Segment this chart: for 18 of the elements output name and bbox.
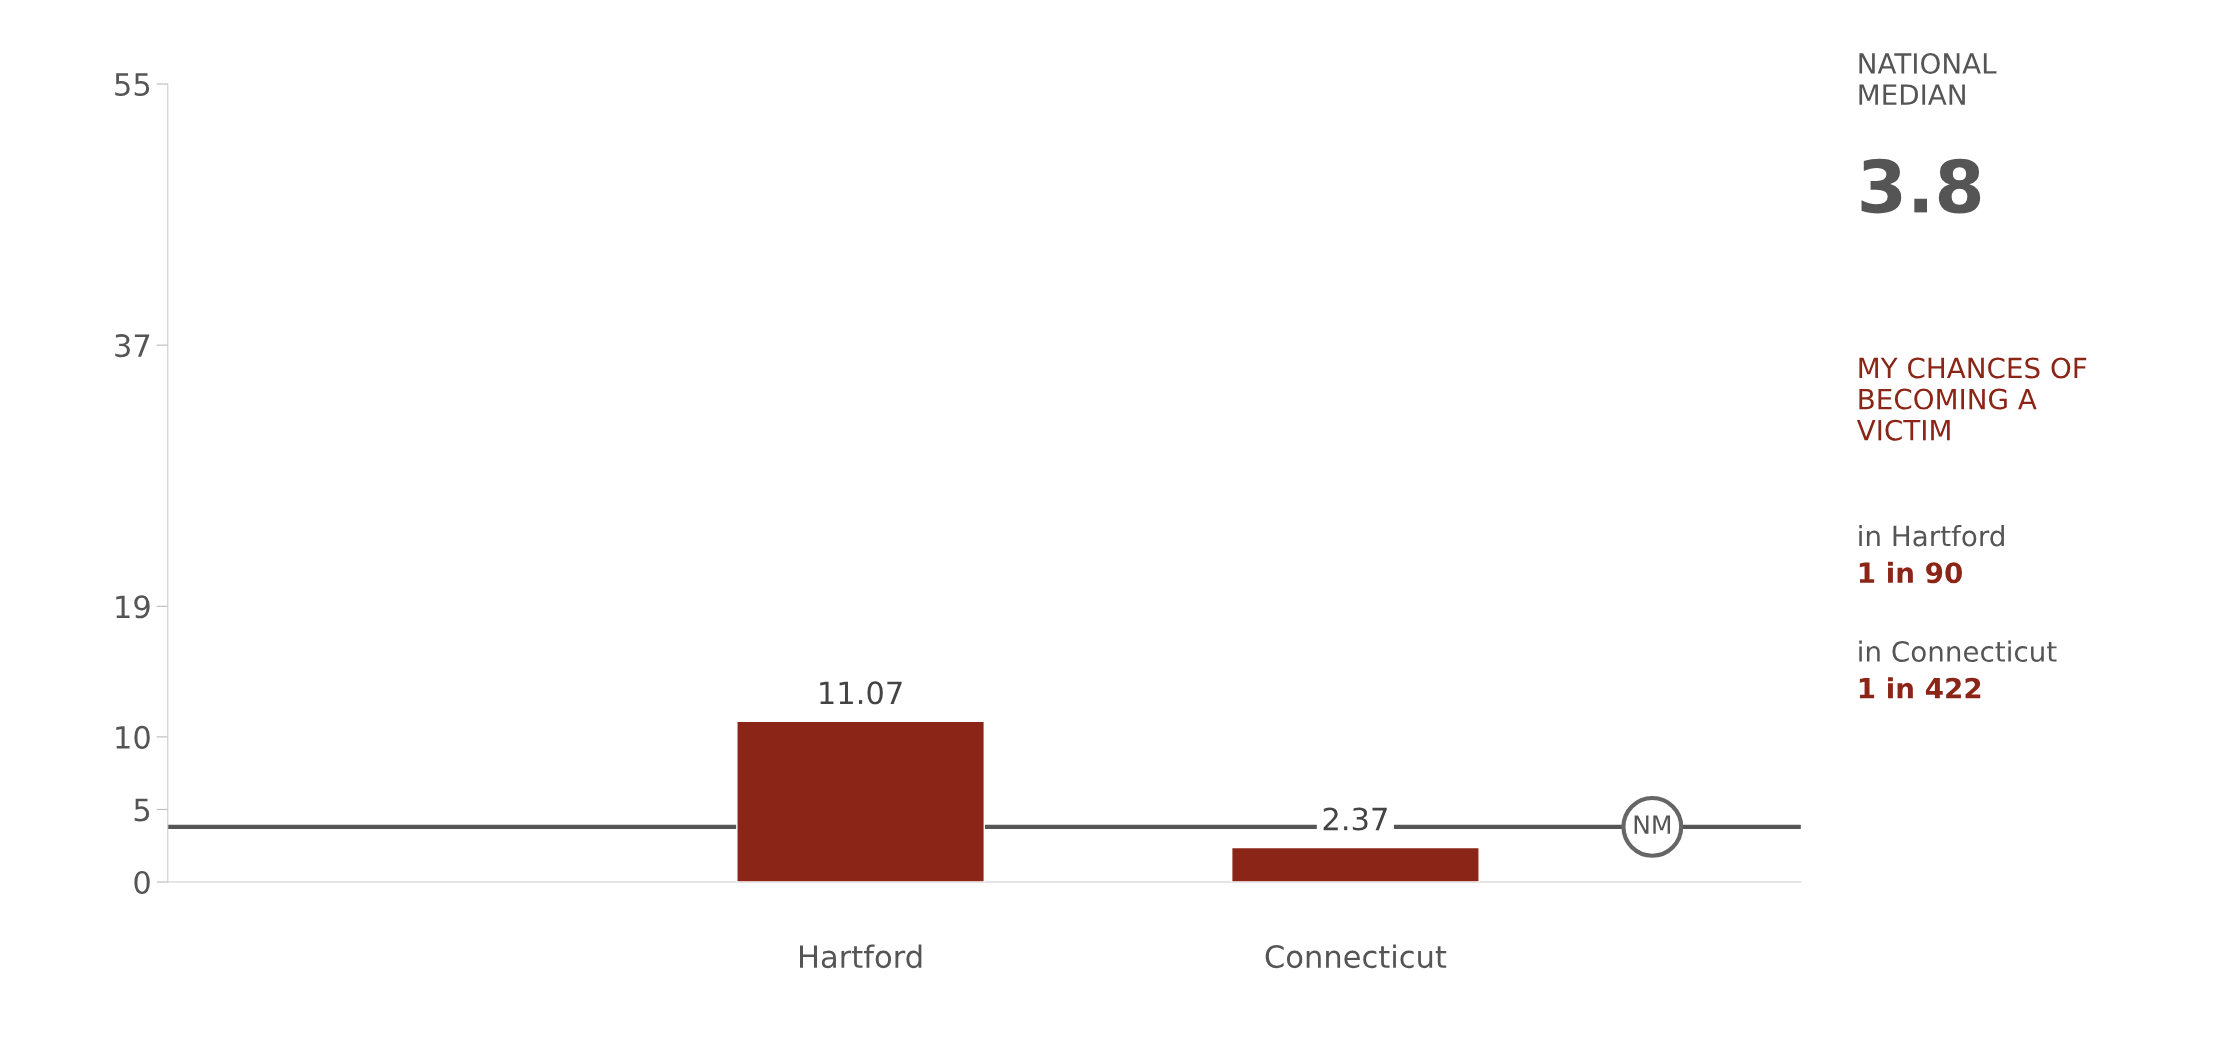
text: 3.8	[1861, 158, 1981, 214]
text: 1 in 90	[1859, 561, 1962, 584]
ref-line-label: NM	[1634, 815, 1671, 834]
data-label: 11.07	[820, 681, 902, 705]
text: in Connecticut	[1859, 640, 2057, 662]
text: in Hartford	[1859, 525, 2004, 547]
text: 1 in 422	[1859, 677, 1981, 699]
text: NATIONAL MEDIAN	[1859, 52, 1997, 105]
data-label: 2.37	[1323, 807, 1387, 831]
x-tick-label: Hartford	[800, 944, 922, 969]
y-tick-label: 19	[116, 595, 150, 619]
y-tick-label: 5	[134, 798, 150, 822]
y-tick-label: 0	[134, 870, 150, 895]
y-tick-label: 37	[115, 334, 150, 358]
y-tick-label: 10	[116, 725, 150, 749]
text: MY CHANCES OF BECOMING A VICTIM	[1856, 357, 2087, 441]
x-tick-label: Connecticut	[1265, 944, 1447, 969]
y-tick-label: 55	[115, 73, 150, 97]
